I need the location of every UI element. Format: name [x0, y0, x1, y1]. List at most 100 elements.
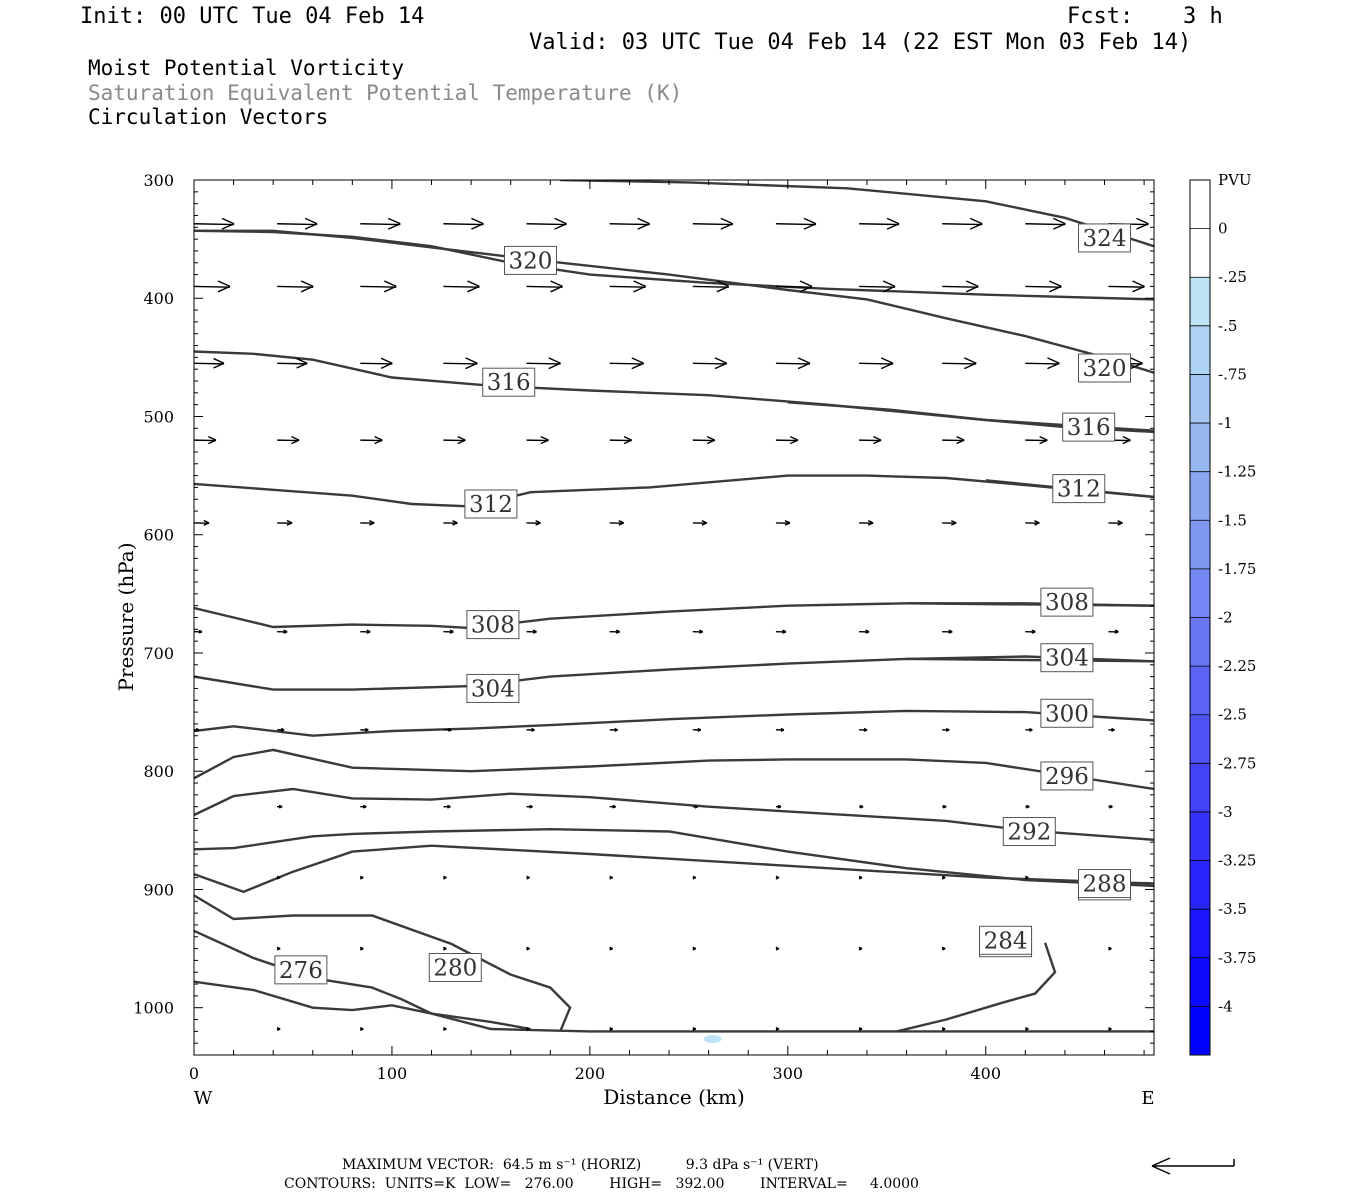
- circulation-vector: [609, 1027, 613, 1031]
- circulation-vector: [775, 520, 791, 526]
- circulation-vector: [692, 280, 730, 293]
- x-tick-label: 200: [575, 1064, 606, 1083]
- circulation-vector: [360, 520, 375, 526]
- field-title-vectors: Circulation Vectors: [88, 105, 329, 129]
- theta-contour-320: [194, 229, 1154, 374]
- circulation-vector: [942, 217, 983, 230]
- circulation-vector: [692, 217, 734, 230]
- contour-label-box: [979, 925, 1033, 955]
- theta-contour-320: [194, 229, 1154, 301]
- theta-contour-308: [906, 602, 1154, 607]
- circulation-vector: [443, 804, 451, 809]
- colorbar-swatch: [1190, 568, 1210, 618]
- colorbar-tick-label: -.25: [1218, 268, 1247, 286]
- circulation-vector: [1025, 436, 1048, 445]
- contour-label-box: [466, 610, 520, 640]
- circulation-vector: [609, 946, 613, 951]
- plot-frame: [193, 179, 1155, 1056]
- colorbar-tick-label: -1: [1218, 414, 1233, 432]
- circulation-vector: [1108, 804, 1113, 809]
- circulation-vector: [1025, 804, 1030, 809]
- y-tick-label: 500: [143, 407, 174, 426]
- circulation-vector: [443, 280, 480, 293]
- contour-label: 304: [471, 676, 515, 702]
- circulation-vector: [692, 357, 728, 370]
- circulation-vector: [359, 1027, 364, 1031]
- x-axis-label: Distance (km): [603, 1085, 745, 1109]
- circulation-vector: [360, 727, 369, 732]
- circulation-vector: [775, 357, 811, 370]
- field-title-pv: Moist Potential Vorticity: [88, 56, 405, 80]
- circulation-vector: [692, 436, 716, 445]
- circulation-vector: [1025, 280, 1062, 293]
- init-time: Init: 00 UTC Tue 04 Feb 14: [80, 4, 425, 29]
- contour-label-box: [466, 673, 520, 703]
- circulation-vector: [941, 1027, 946, 1031]
- circulation-vector: [360, 280, 397, 293]
- contour-label: 304: [1045, 646, 1089, 672]
- contour-label: 288: [1083, 872, 1127, 898]
- colorbar-swatch: [1190, 423, 1210, 473]
- circulation-vector: [277, 804, 283, 809]
- colorbar-swatch: [1190, 325, 1210, 375]
- circulation-vector: [775, 804, 782, 809]
- circulation-vector: [1025, 217, 1066, 230]
- contour-label-box: [1078, 869, 1132, 899]
- y-tick-label: 600: [143, 526, 174, 545]
- contour-label-box: [1052, 474, 1106, 504]
- colorbar-swatch: [1190, 811, 1210, 862]
- circulation-vector: [859, 217, 900, 230]
- contour-label: 320: [509, 248, 553, 274]
- circulation-vector: [526, 280, 563, 293]
- circulation-vector: [692, 727, 702, 732]
- circulation-vector: [609, 280, 646, 293]
- contour-label-box: [503, 245, 557, 275]
- circulation-vector: [1108, 946, 1112, 951]
- circulation-vector: [443, 875, 447, 880]
- circulation-vector: [1025, 875, 1029, 880]
- circulation-vector: [194, 280, 231, 293]
- y-tick-label: 1000: [133, 999, 174, 1018]
- circulation-vector: [942, 357, 977, 370]
- contour-label: 280: [433, 956, 477, 982]
- footer-contours: CONTOURS: UNITS=K LOW= 276.00 HIGH= 392.…: [284, 1176, 919, 1192]
- circulation-vector: [194, 727, 200, 732]
- theta-contour-308: [194, 602, 1154, 630]
- circulation-vector: [1025, 727, 1033, 732]
- circulation-vector: [526, 520, 541, 526]
- circulation-vector: [859, 727, 868, 732]
- circulation-vector: [859, 436, 882, 445]
- circulation-vector: [277, 217, 318, 230]
- circulation-vector: [775, 1027, 780, 1031]
- circulation-vector: [942, 436, 965, 445]
- colorbar-tick-label: -2.25: [1218, 657, 1256, 675]
- contour-label: 276: [279, 958, 323, 984]
- contour-label: 320: [1083, 356, 1127, 382]
- x-tick-label: 100: [377, 1064, 408, 1083]
- circulation-vector: [859, 804, 864, 809]
- circulation-vector: [443, 217, 484, 230]
- colorbar-tick-label: -1.75: [1218, 560, 1256, 578]
- circulation-vector: [942, 280, 979, 293]
- theta-contour-276: [194, 980, 1154, 1033]
- valid-time: Valid: 03 UTC Tue 04 Feb 14 (22 EST Mon …: [529, 30, 1192, 55]
- circulation-vector: [942, 727, 950, 732]
- theta-contour-304: [906, 657, 1154, 663]
- contour-label: 316: [487, 370, 531, 396]
- contour-label: 316: [1067, 415, 1111, 441]
- circulation-vector: [526, 436, 549, 445]
- colorbar-swatch: [1190, 180, 1210, 230]
- colorbar-swatch: [1190, 617, 1210, 667]
- contour-label-box: [274, 955, 328, 985]
- circulation-vector: [443, 1027, 447, 1031]
- footer-max-vector: MAXIMUM VECTOR: 64.5 m s⁻¹ (HORIZ) 9.3 d…: [342, 1157, 819, 1173]
- circulation-vector: [692, 629, 704, 634]
- circulation-vector: [859, 520, 874, 526]
- contour-label: 312: [1057, 477, 1101, 503]
- colorbar-swatch: [1190, 1006, 1210, 1056]
- circulation-vector: [443, 946, 447, 951]
- circulation-vector: [359, 875, 364, 880]
- colorbar-tick-label: -3.5: [1218, 900, 1247, 918]
- colorbar-swatch: [1190, 860, 1210, 910]
